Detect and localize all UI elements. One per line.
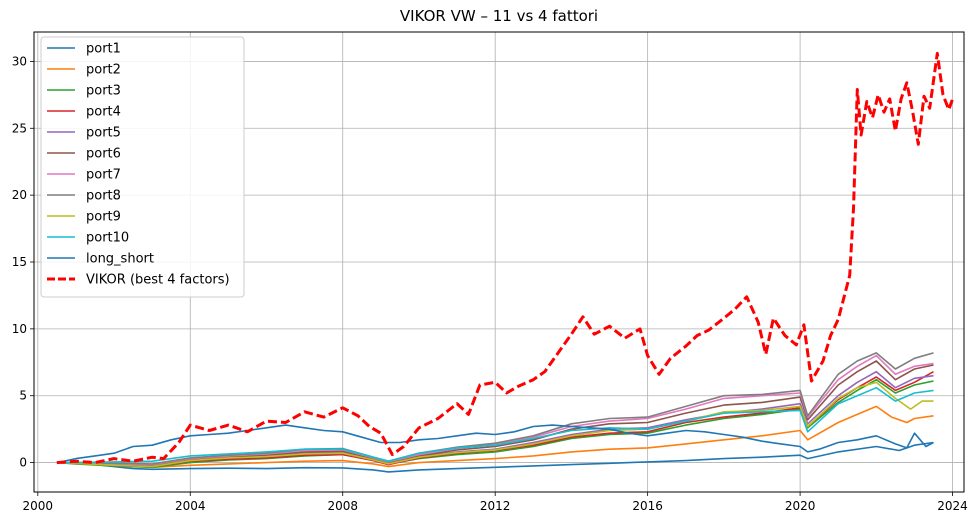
series-line-port9 bbox=[56, 381, 934, 468]
y-tick-label: 5 bbox=[19, 389, 27, 403]
legend-label: port4 bbox=[86, 105, 121, 120]
x-tick-label: 2000 bbox=[23, 499, 54, 513]
legend-label: port8 bbox=[86, 189, 121, 204]
legend-label: VIKOR (best 4 factors) bbox=[86, 273, 230, 288]
legend-label: port2 bbox=[86, 63, 121, 78]
series-line-port6 bbox=[56, 360, 934, 467]
legend-label: port7 bbox=[86, 168, 121, 183]
y-tick-label: 20 bbox=[12, 188, 27, 202]
series-lines bbox=[56, 51, 955, 473]
x-tick-label: 2020 bbox=[785, 499, 816, 513]
x-tick-label: 2004 bbox=[175, 499, 206, 513]
y-tick-label: 15 bbox=[12, 255, 27, 269]
y-tick-label: 30 bbox=[12, 54, 27, 68]
x-tick-label: 2016 bbox=[632, 499, 663, 513]
series-line-long-short bbox=[56, 424, 934, 464]
legend-label: port5 bbox=[86, 126, 121, 141]
y-tick-label: 25 bbox=[12, 121, 27, 135]
series-line-port10 bbox=[56, 386, 934, 464]
series-line-port1 bbox=[56, 441, 934, 473]
legend-label: port6 bbox=[86, 147, 121, 162]
series-line-port8 bbox=[56, 352, 934, 465]
legend-label: port10 bbox=[86, 231, 129, 246]
legend: port1 port2 port3 port4 port5 port6 port7 port8… bbox=[40, 36, 245, 298]
legend-box bbox=[40, 36, 245, 298]
y-tick-label: 0 bbox=[19, 456, 27, 470]
y-axis: 0 5 10 15 20 25 30 bbox=[12, 54, 34, 470]
x-tick-label: 2024 bbox=[937, 499, 968, 513]
series-line-port2 bbox=[56, 405, 934, 469]
x-axis: 2000 2004 2008 2012 2016 2020 2024 bbox=[23, 492, 968, 513]
legend-label: port3 bbox=[86, 84, 121, 99]
x-tick-label: 2012 bbox=[480, 499, 511, 513]
x-tick-label: 2008 bbox=[327, 499, 358, 513]
y-tick-label: 10 bbox=[12, 322, 27, 336]
legend-label: port1 bbox=[86, 42, 121, 57]
series-line-port3 bbox=[56, 378, 934, 469]
legend-label: port9 bbox=[86, 210, 121, 225]
legend-label: long_short bbox=[86, 252, 154, 267]
series-line-vikor-best-4-factors bbox=[56, 51, 955, 465]
chart-title: VIKOR VW – 11 vs 4 fattori bbox=[400, 7, 598, 25]
